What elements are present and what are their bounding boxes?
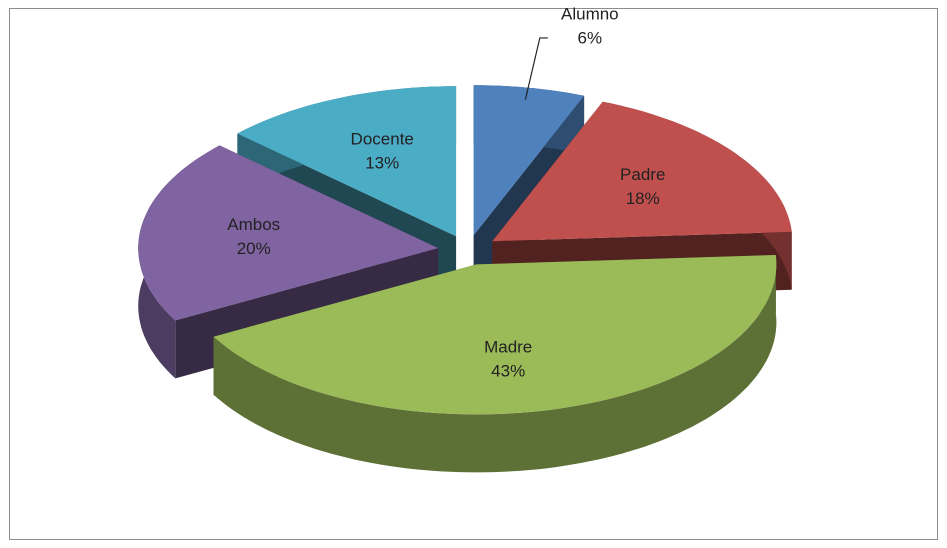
slice-top xyxy=(138,145,439,321)
data-label-name: Alumno xyxy=(561,4,619,23)
data-label-value: 18% xyxy=(626,189,660,208)
slice-top xyxy=(492,101,792,242)
data-label-value: 13% xyxy=(365,153,399,172)
data-label-name: Madre xyxy=(484,338,532,357)
data-label-name: Ambos xyxy=(227,215,280,234)
data-label-value: 6% xyxy=(578,28,603,47)
slice-top xyxy=(213,255,777,415)
slice-wall xyxy=(213,255,777,473)
slice-top xyxy=(473,85,585,236)
data-label-name: Docente xyxy=(351,129,414,148)
slice xyxy=(213,255,777,473)
data-label-value: 20% xyxy=(237,239,271,258)
leader-line xyxy=(524,37,548,100)
data-label-name: Padre xyxy=(620,165,665,184)
slice-top xyxy=(237,86,457,237)
data-label-value: 43% xyxy=(491,362,525,381)
